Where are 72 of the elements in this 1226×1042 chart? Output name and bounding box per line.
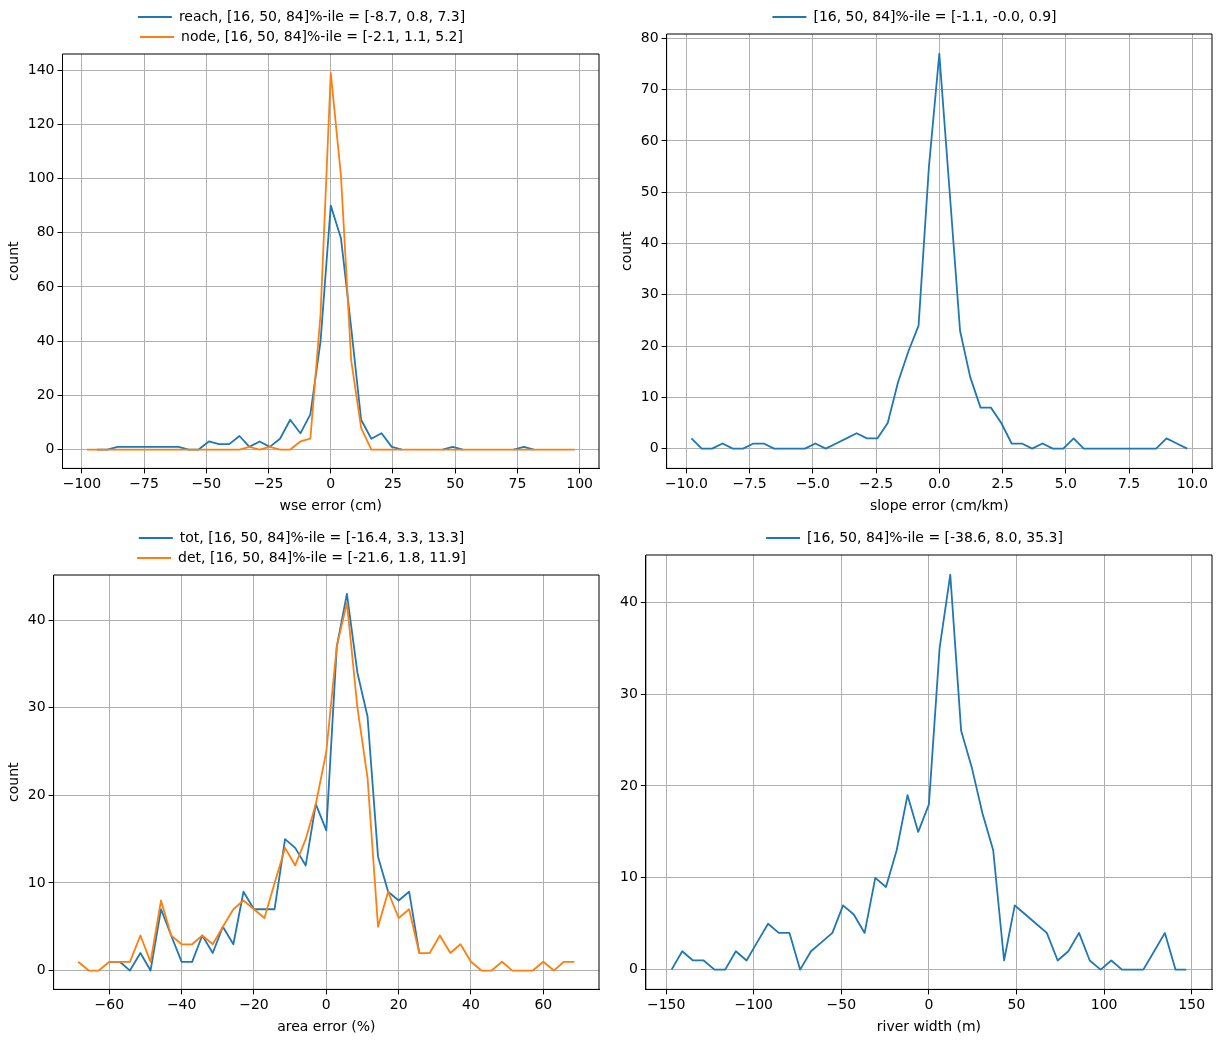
x-tick-label: −40: [166, 996, 197, 1013]
y-axis-title: count: [5, 240, 22, 281]
x-tick-label: 10.0: [1176, 475, 1208, 492]
x-axis-title: area error (%): [277, 1018, 376, 1035]
x-tick-label: 2.5: [991, 475, 1014, 492]
y-tick-label: 40: [640, 234, 659, 251]
y-tick-label: 0: [45, 440, 55, 457]
x-tick-label: 20: [389, 996, 408, 1013]
legend-label: [16, 50, 84]%-ile = [-1.1, -0.0, 0.9]: [813, 7, 1057, 24]
y-tick-label: 30: [640, 285, 659, 302]
x-tick-label: −10.0: [664, 475, 708, 492]
y-axis-title: count: [618, 230, 635, 271]
x-tick-label: −60: [94, 996, 125, 1013]
y-tick-label: 20: [36, 386, 55, 402]
x-tick-label: 50: [1007, 996, 1026, 1013]
y-tick-label: 10: [27, 873, 46, 890]
legend-label: [16, 50, 84]%-ile = [-38.6, 8.0, 35.3]: [807, 528, 1063, 545]
x-tick-label: −100: [734, 996, 773, 1013]
y-tick-label: 60: [36, 277, 55, 294]
y-tick-label: 50: [640, 182, 659, 199]
x-tick-label: 75: [508, 475, 527, 492]
y-tick-label: 40: [36, 331, 55, 348]
x-tick-label: 0.0: [928, 475, 951, 492]
y-tick-label: 0: [649, 439, 659, 456]
y-tick-label: 40: [27, 610, 46, 627]
x-tick-label: 0: [326, 475, 336, 492]
x-tick-label: −75: [129, 475, 159, 492]
x-tick-label: −50: [826, 996, 857, 1013]
x-tick-label: −7.5: [732, 475, 767, 492]
y-tick-label: 0: [36, 961, 46, 978]
y-tick-label: 20: [27, 785, 46, 802]
legend-label: tot, [16, 50, 84]%-ile = [-16.4, 3.3, 13.3]: [179, 528, 465, 545]
x-tick-label: 100: [566, 475, 593, 492]
x-tick-label: 50: [446, 475, 465, 492]
x-tick-label: 25: [384, 475, 402, 492]
x-tick-label: 0: [321, 996, 331, 1013]
y-tick-label: 30: [27, 698, 46, 715]
x-tick-label: −20: [239, 996, 269, 1013]
x-tick-label: 40: [462, 996, 480, 1013]
y-tick-label: 80: [640, 29, 659, 45]
y-tick-label: 0: [628, 960, 638, 977]
x-tick-label: 0: [924, 996, 934, 1013]
y-tick-label: 80: [36, 223, 55, 240]
legend-label: det, [16, 50, 84]%-ile = [-21.6, 1.8, 11.9]: [178, 548, 466, 565]
x-axis-title: river width (m): [876, 1018, 982, 1035]
x-tick-label: −150: [646, 996, 686, 1013]
y-tick-label: 10: [619, 868, 638, 885]
y-tick-label: 120: [27, 114, 55, 131]
x-tick-label: −5.0: [795, 475, 830, 492]
legend-label: reach, [16, 50, 84]%-ile = [-8.7, 0.8, 7.3]: [178, 7, 466, 24]
x-tick-label: 150: [1178, 996, 1206, 1013]
y-axis-title: count: [5, 761, 22, 802]
x-tick-label: 5.0: [1054, 475, 1077, 492]
x-axis-title: slope error (cm/km): [869, 497, 1009, 514]
x-axis-title: wse error (cm): [279, 497, 382, 514]
y-tick-label: 10: [640, 388, 659, 405]
x-tick-label: −25: [253, 475, 284, 492]
x-tick-label: 100: [1090, 996, 1118, 1013]
x-tick-label: 60: [534, 996, 553, 1013]
y-tick-label: 70: [640, 80, 659, 97]
y-tick-label: 40: [619, 592, 638, 609]
x-tick-label: 7.5: [1117, 475, 1141, 492]
x-tick-label: −2.5: [859, 475, 894, 492]
x-tick-label: −50: [191, 475, 222, 492]
legend-label: node, [16, 50, 84]%-ile = [-2.1, 1.1, 5.2]: [181, 27, 463, 44]
x-tick-label: −100: [62, 475, 102, 492]
y-tick-label: 140: [27, 60, 55, 77]
y-tick-label: 20: [640, 336, 659, 353]
y-tick-label: 20: [619, 776, 638, 793]
y-tick-label: 60: [640, 131, 659, 148]
y-tick-label: 30: [619, 684, 638, 701]
y-tick-label: 100: [27, 169, 55, 186]
